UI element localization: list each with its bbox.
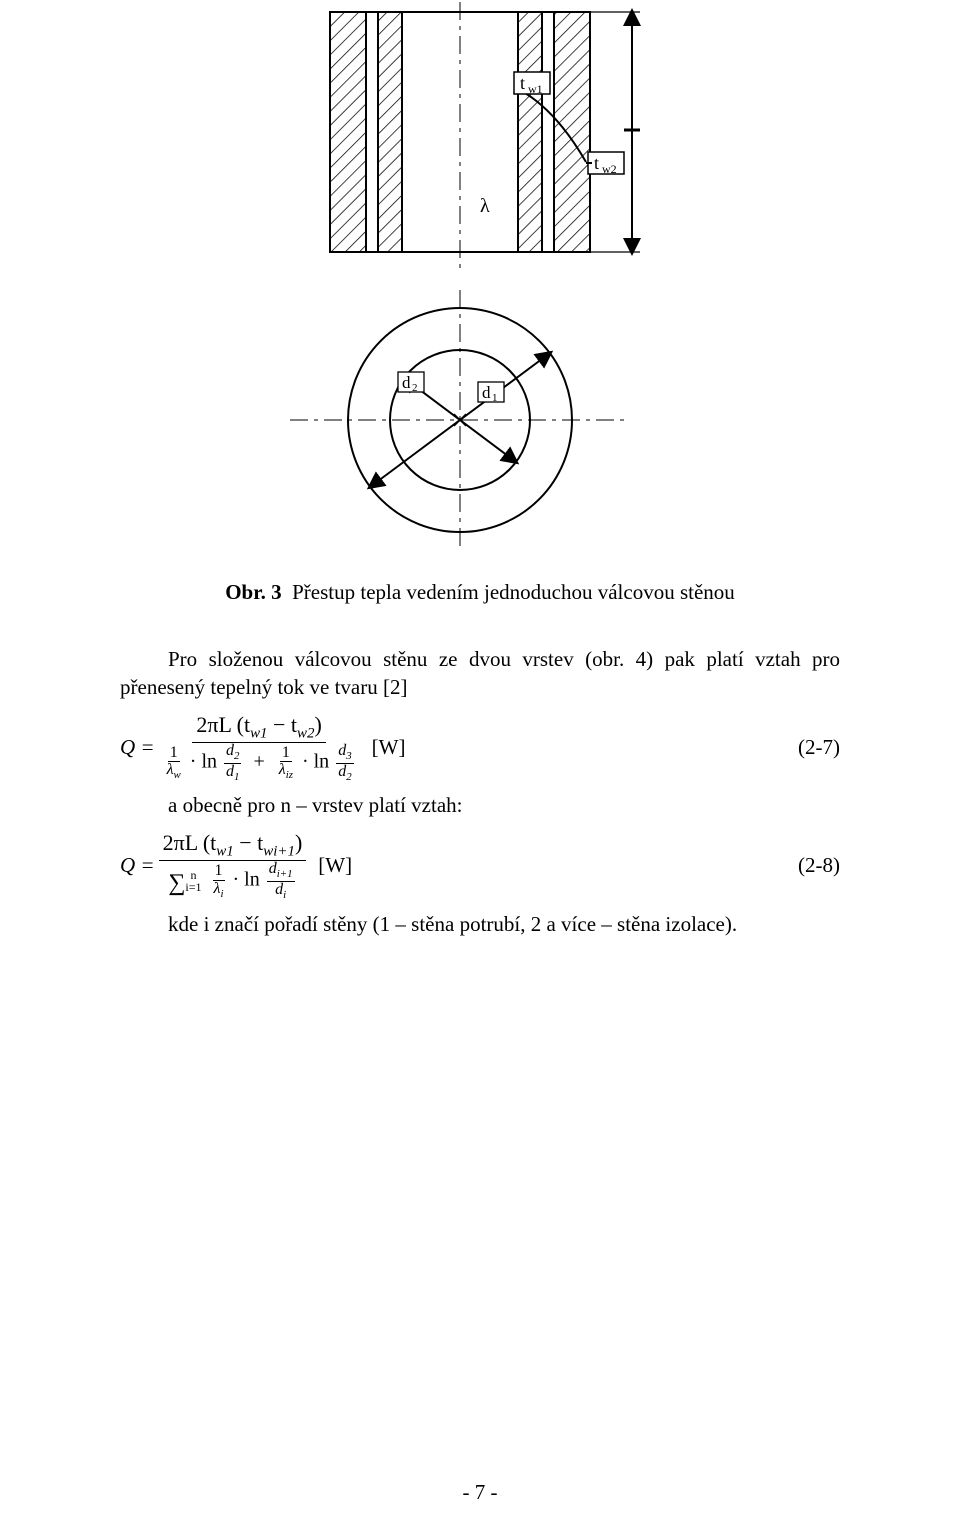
eq7-unit: [W] [372,735,406,760]
page-number: - 7 - [0,1480,960,1505]
equation-2-8: Q = 2πL (tw1 − twi+1) ∑ni=1 1λi · ln di+… [120,830,840,902]
svg-text:t: t [520,73,525,93]
eq7-number: (2-7) [770,735,840,760]
svg-text:d: d [402,373,411,392]
equation-2-7: Q = 2πL (tw1 − tw2) 1λw · ln d2d1 + 1λiz… [120,712,840,784]
figure-caption: Obr. 3 Přestup tepla vedením jednoduchou… [120,580,840,605]
svg-text:w1: w1 [528,82,543,96]
svg-text:2: 2 [412,382,418,394]
paragraph-intro: Pro složenou válcovou stěnu ze dvou vrst… [120,645,840,702]
svg-text:λ: λ [480,195,490,217]
caption-text: Přestup tepla vedením jednoduchou válcov… [292,580,735,604]
svg-text:t: t [594,153,599,173]
figure-cross-section-svg: d 1 d 2 [260,280,700,560]
eq7-frac: 2πL (tw1 − tw2) 1λw · ln d2d1 + 1λiz · l… [159,712,360,784]
equation-2-7-body: Q = 2πL (tw1 − tw2) 1λw · ln d2d1 + 1λiz… [120,712,770,784]
paragraph-general: a obecně pro n – vrstev platí vztah: [120,791,840,819]
equation-2-8-body: Q = 2πL (tw1 − twi+1) ∑ni=1 1λi · ln di+… [120,830,770,902]
caption-prefix: Obr. 3 [225,580,281,604]
eq8-number: (2-8) [770,853,840,878]
eq8-lhs: Q = [120,853,155,878]
eq7-lhs: Q = [120,735,155,760]
figure-cross-section: d 1 d 2 [0,280,960,560]
eq8-unit: [W] [318,853,352,878]
paragraph-general-text: a obecně pro n – vrstev platí vztah: [168,793,462,817]
paragraph-where: kde i značí pořadí stěny (1 – stěna potr… [120,910,840,938]
figure-longitudinal-svg: t w1 t w2 λ [260,0,700,280]
svg-text:d: d [482,383,491,402]
figure-longitudinal: t w1 t w2 λ [0,0,960,280]
page: t w1 t w2 λ [0,0,960,1519]
svg-text:w2: w2 [602,162,617,176]
eq8-frac: 2πL (tw1 − twi+1) ∑ni=1 1λi · ln di+1di [159,830,307,902]
paragraph-where-text: kde i značí pořadí stěny (1 – stěna potr… [168,912,737,936]
paragraph-intro-text: Pro složenou válcovou stěnu ze dvou vrst… [120,647,840,699]
svg-text:1: 1 [492,392,498,404]
